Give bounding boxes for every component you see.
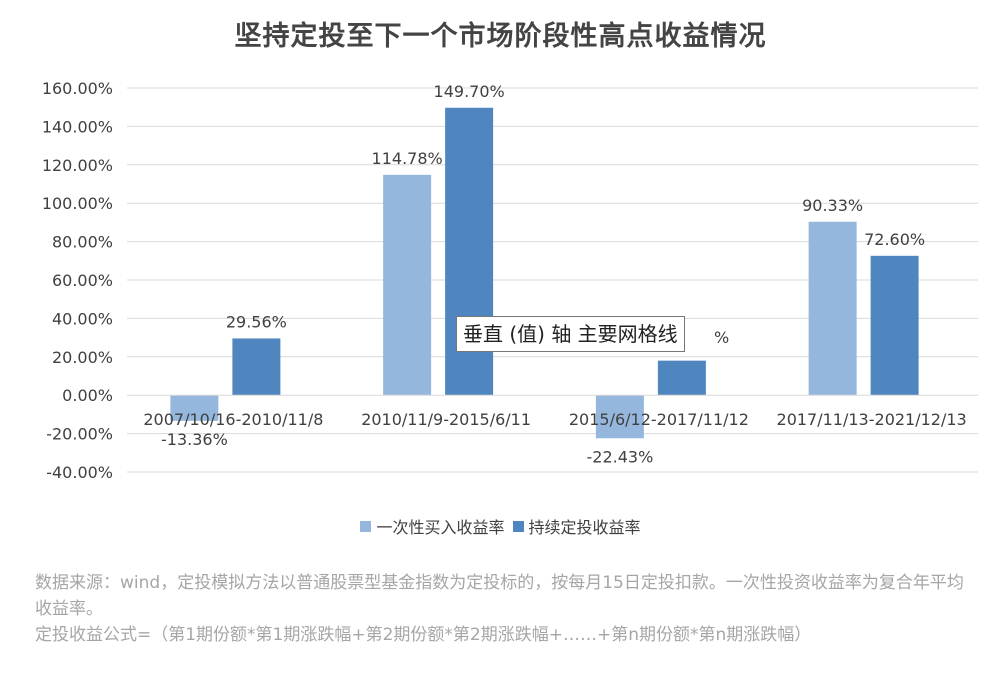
y-tick-label: 60.00% (52, 271, 113, 290)
occluded-data-label: % (714, 328, 729, 347)
legend-item-lump-sum: 一次性买入收益率 (360, 514, 505, 538)
legend-item-dca: 持续定投收益率 (512, 514, 641, 538)
y-tick-label: 20.00% (52, 348, 113, 367)
x-axis-category-labels: 2007/10/16-2010/11/8 2010/11/9-2015/6/11 2… (143, 410, 966, 429)
bars (170, 107, 919, 439)
bar (445, 107, 494, 396)
legend-swatch-dca (512, 520, 524, 532)
legend-label-dca: 持续定投收益率 (528, 518, 641, 537)
x-category-label: 2007/10/16-2010/11/8 (143, 410, 323, 429)
data-labels: -13.36% 114.78% -22.43% 90.33% 29.56% 149.70%… (161, 82, 925, 466)
bar (657, 360, 706, 396)
x-category-label: 2017/11/13-2021/12/13 (777, 410, 967, 429)
y-axis-tick-labels: -40.00% -20.00% 0.00% 20.00% 40.00% 60.00% 80.… (42, 79, 113, 482)
bar (870, 255, 919, 396)
bar (383, 174, 432, 396)
y-tick-label: 120.00% (42, 156, 113, 175)
y-tick-label: 160.00% (42, 79, 113, 98)
chart-title: 坚持定投至下一个市场阶段性高点收益情况 (234, 21, 767, 52)
occluded-label-fragment: % (714, 328, 729, 347)
y-tick-label: -20.00% (46, 425, 113, 444)
footnote-data-source: 数据来源：wind，定投模拟方法以普通股票型基金指数为定投标的，按每月15日定投… (35, 573, 964, 619)
footnotes: 数据来源：wind，定投模拟方法以普通股票型基金指数为定投标的，按每月15日定投… (35, 570, 965, 648)
bar (595, 395, 644, 439)
legend-label-lump-sum: 一次性买入收益率 (376, 518, 505, 537)
y-tick-label: -40.00% (46, 463, 113, 482)
chart-legend: 一次性买入收益率 持续定投收益率 (0, 514, 1001, 538)
data-label: 149.70% (434, 82, 505, 101)
footnote-formula: 定投收益公式=（第1期份额*第1期涨跌幅+第2期份额*第2期涨跌幅+……+第n期… (35, 625, 812, 645)
data-label: 114.78% (372, 149, 443, 168)
x-category-label: 2010/11/9-2015/6/11 (361, 410, 531, 429)
x-category-label: 2015/6/12-2017/11/12 (569, 410, 749, 429)
data-label: -13.36% (161, 430, 228, 449)
bar (170, 395, 219, 421)
y-tick-label: 100.00% (42, 194, 113, 213)
data-label: 90.33% (802, 196, 863, 215)
legend-swatch-lump-sum (360, 520, 372, 532)
bar (808, 221, 857, 396)
gridline-tooltip: 垂直 (值) 轴 主要网格线 (456, 316, 685, 352)
bar (232, 338, 281, 396)
y-tick-label: 140.00% (42, 117, 113, 136)
data-label: 29.56% (226, 312, 287, 331)
y-tick-label: 40.00% (52, 309, 113, 328)
data-label: -22.43% (586, 447, 653, 466)
y-tick-label: 0.00% (62, 386, 113, 405)
y-tick-label: 80.00% (52, 233, 113, 252)
data-label: 72.60% (864, 230, 925, 249)
